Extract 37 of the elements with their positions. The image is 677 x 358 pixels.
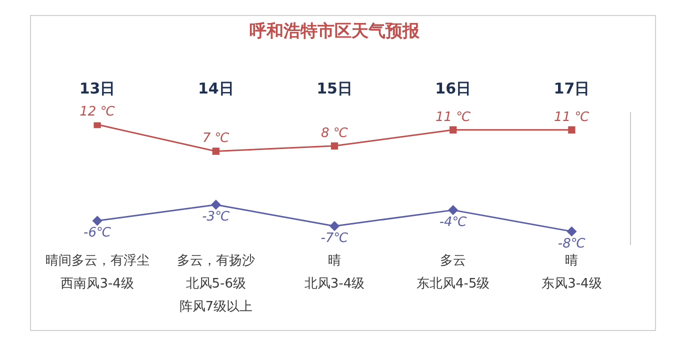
- x-tick-label: 17日: [554, 79, 590, 98]
- x-tick-label: 13日: [79, 79, 116, 98]
- text: 晴间多云，有浮尘: [45, 253, 150, 268]
- data-label: -8℃: [558, 236, 586, 252]
- text: 东风3-4级: [542, 276, 602, 292]
- data-label: 11 ℃: [435, 110, 472, 125]
- point: [94, 122, 101, 128]
- point: [330, 221, 340, 231]
- x-tick-label: 16日: [435, 79, 472, 98]
- data-label: 7 ℃: [202, 131, 230, 146]
- text: 多云，有扬沙: [176, 253, 255, 268]
- text: 晴: [328, 253, 341, 268]
- text: 晴: [565, 253, 578, 268]
- point: [448, 205, 458, 215]
- data-label: -3℃: [202, 210, 230, 225]
- x-tick-label: 14日: [198, 79, 234, 98]
- chart-title: 呼和浩特市区天气预报: [250, 22, 420, 42]
- text: 北风3-4级: [304, 276, 365, 292]
- point: [211, 200, 221, 210]
- point: [566, 226, 576, 236]
- text: 多云: [440, 253, 466, 268]
- point: [330, 142, 338, 150]
- text: 西南风3-4级: [60, 276, 134, 292]
- point: [568, 126, 576, 134]
- point: [212, 148, 220, 155]
- data-label: -4℃: [439, 214, 468, 230]
- data-label: 11 ℃: [554, 110, 590, 125]
- x-tick-label: 15日: [316, 79, 352, 98]
- text: 东北风4-5级: [416, 276, 490, 292]
- point: [450, 126, 457, 134]
- data-label: 12 ℃: [80, 104, 116, 120]
- point: [92, 216, 102, 226]
- text: 北风5-6级: [186, 276, 246, 292]
- data-label: -7℃: [320, 230, 349, 246]
- text: 阵风7级以上: [179, 299, 253, 314]
- data-label: 8 ℃: [320, 126, 348, 141]
- data-label: -6℃: [84, 226, 112, 241]
